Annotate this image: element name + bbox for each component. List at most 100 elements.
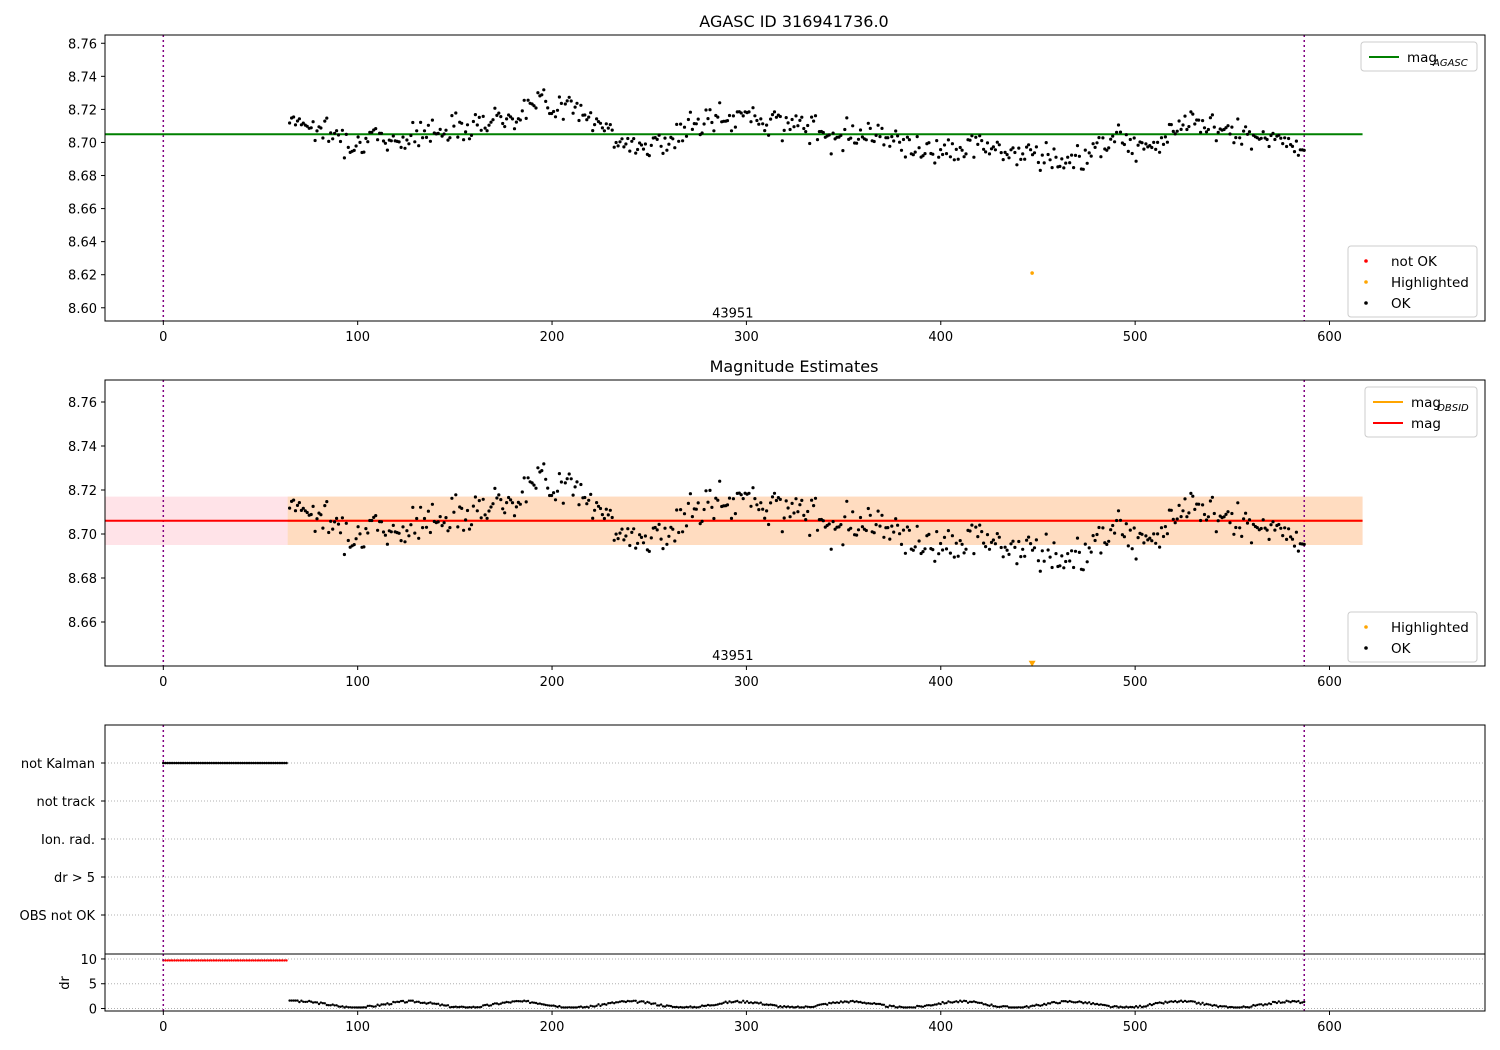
ok-point	[1197, 502, 1201, 506]
dr-untracked-point	[181, 959, 185, 962]
ok-point	[456, 135, 460, 139]
ok-point	[1294, 139, 1298, 143]
ok-point	[299, 508, 303, 512]
ok-point	[802, 513, 806, 518]
ok-point	[667, 534, 671, 538]
dr-point	[609, 1001, 612, 1005]
dr-point	[462, 1005, 465, 1009]
ok-point	[391, 523, 395, 528]
dr-point	[1195, 1002, 1198, 1005]
ok-point	[935, 530, 939, 534]
dr-point	[978, 1001, 981, 1005]
flag-point	[197, 761, 200, 765]
ok-point	[1072, 565, 1076, 570]
ok-point	[1179, 515, 1183, 519]
dr-point	[392, 1000, 395, 1004]
ok-point	[389, 139, 393, 143]
ok-point	[491, 118, 495, 122]
ok-point	[1030, 548, 1035, 552]
ok-point	[1273, 137, 1277, 142]
panel2-frame	[104, 379, 1486, 667]
ok-point	[935, 139, 939, 143]
dr-point	[544, 1003, 547, 1007]
ok-point	[512, 127, 517, 131]
ok-point	[616, 144, 620, 148]
dr-point	[700, 1004, 704, 1007]
ok-point	[939, 541, 943, 546]
ok-point	[989, 540, 994, 545]
dr-point	[683, 1006, 686, 1009]
dr-untracked-point	[265, 959, 268, 962]
ok-point	[1052, 147, 1056, 151]
dr-point	[910, 1006, 913, 1009]
ok-point	[561, 501, 565, 505]
ok-point	[761, 122, 765, 126]
ok-point	[698, 522, 702, 526]
ok-point	[428, 139, 432, 143]
ok-point	[874, 133, 878, 137]
ok-point	[616, 537, 620, 541]
dr-point	[994, 1005, 997, 1008]
ok-point	[436, 520, 440, 524]
x-tick-label: 500	[1123, 1020, 1148, 1035]
ok-point	[501, 121, 505, 126]
dr-untracked-point	[276, 959, 279, 962]
ok-point	[526, 98, 530, 102]
dr-point	[1134, 1005, 1138, 1008]
dr-point	[1005, 1005, 1009, 1008]
ok-point	[1038, 168, 1042, 172]
ok-point	[704, 108, 708, 112]
flag-point	[258, 761, 262, 765]
ok-point	[1244, 511, 1248, 515]
flag-point	[265, 761, 269, 765]
ok-point	[1105, 542, 1109, 547]
ok-point	[534, 486, 538, 490]
ok-point	[495, 113, 499, 117]
dr-point	[444, 1004, 448, 1007]
ok-point	[583, 113, 587, 117]
dr-point	[745, 1000, 749, 1003]
dr-point	[972, 1000, 976, 1003]
ok-point	[995, 532, 999, 536]
ok-point	[1101, 526, 1105, 530]
ok-point	[958, 145, 962, 150]
dr-point	[472, 1005, 475, 1008]
dr-point	[1291, 999, 1294, 1003]
ok-point	[422, 516, 427, 521]
dr-point	[785, 1005, 788, 1009]
ok-point	[964, 152, 968, 156]
ok-point	[855, 533, 859, 537]
dr-point	[337, 1005, 340, 1008]
dr-point	[1011, 1006, 1015, 1009]
flag-point	[199, 761, 202, 765]
dr-point	[571, 1006, 575, 1009]
ok-point	[1064, 161, 1068, 165]
dr-point	[1048, 1002, 1052, 1005]
ok-point	[595, 117, 599, 121]
ok-point	[1046, 152, 1050, 157]
ok-point	[804, 518, 808, 522]
dr-point	[1152, 1002, 1155, 1006]
ok-point	[997, 535, 1001, 539]
dr-point	[611, 1001, 614, 1004]
ok-point	[1116, 509, 1121, 513]
ok-point	[1281, 142, 1285, 146]
dr-untracked-point	[247, 959, 251, 962]
ok-point	[991, 145, 996, 149]
ok-point	[880, 513, 884, 517]
dr-point	[976, 1001, 979, 1004]
ok-point	[767, 522, 771, 527]
ok-point	[544, 99, 548, 103]
dr-point	[302, 1000, 305, 1003]
ok-point	[544, 477, 548, 481]
dr-point	[595, 1004, 598, 1007]
ok-point	[659, 144, 663, 148]
dr-point	[532, 1001, 536, 1004]
ok-point	[1238, 136, 1242, 140]
dr-point	[656, 1004, 659, 1007]
dr-point	[777, 1006, 780, 1009]
dr-untracked-point	[177, 959, 180, 962]
ok-point	[1171, 517, 1175, 521]
dr-point	[1119, 1005, 1122, 1008]
ok-point	[1068, 559, 1072, 563]
